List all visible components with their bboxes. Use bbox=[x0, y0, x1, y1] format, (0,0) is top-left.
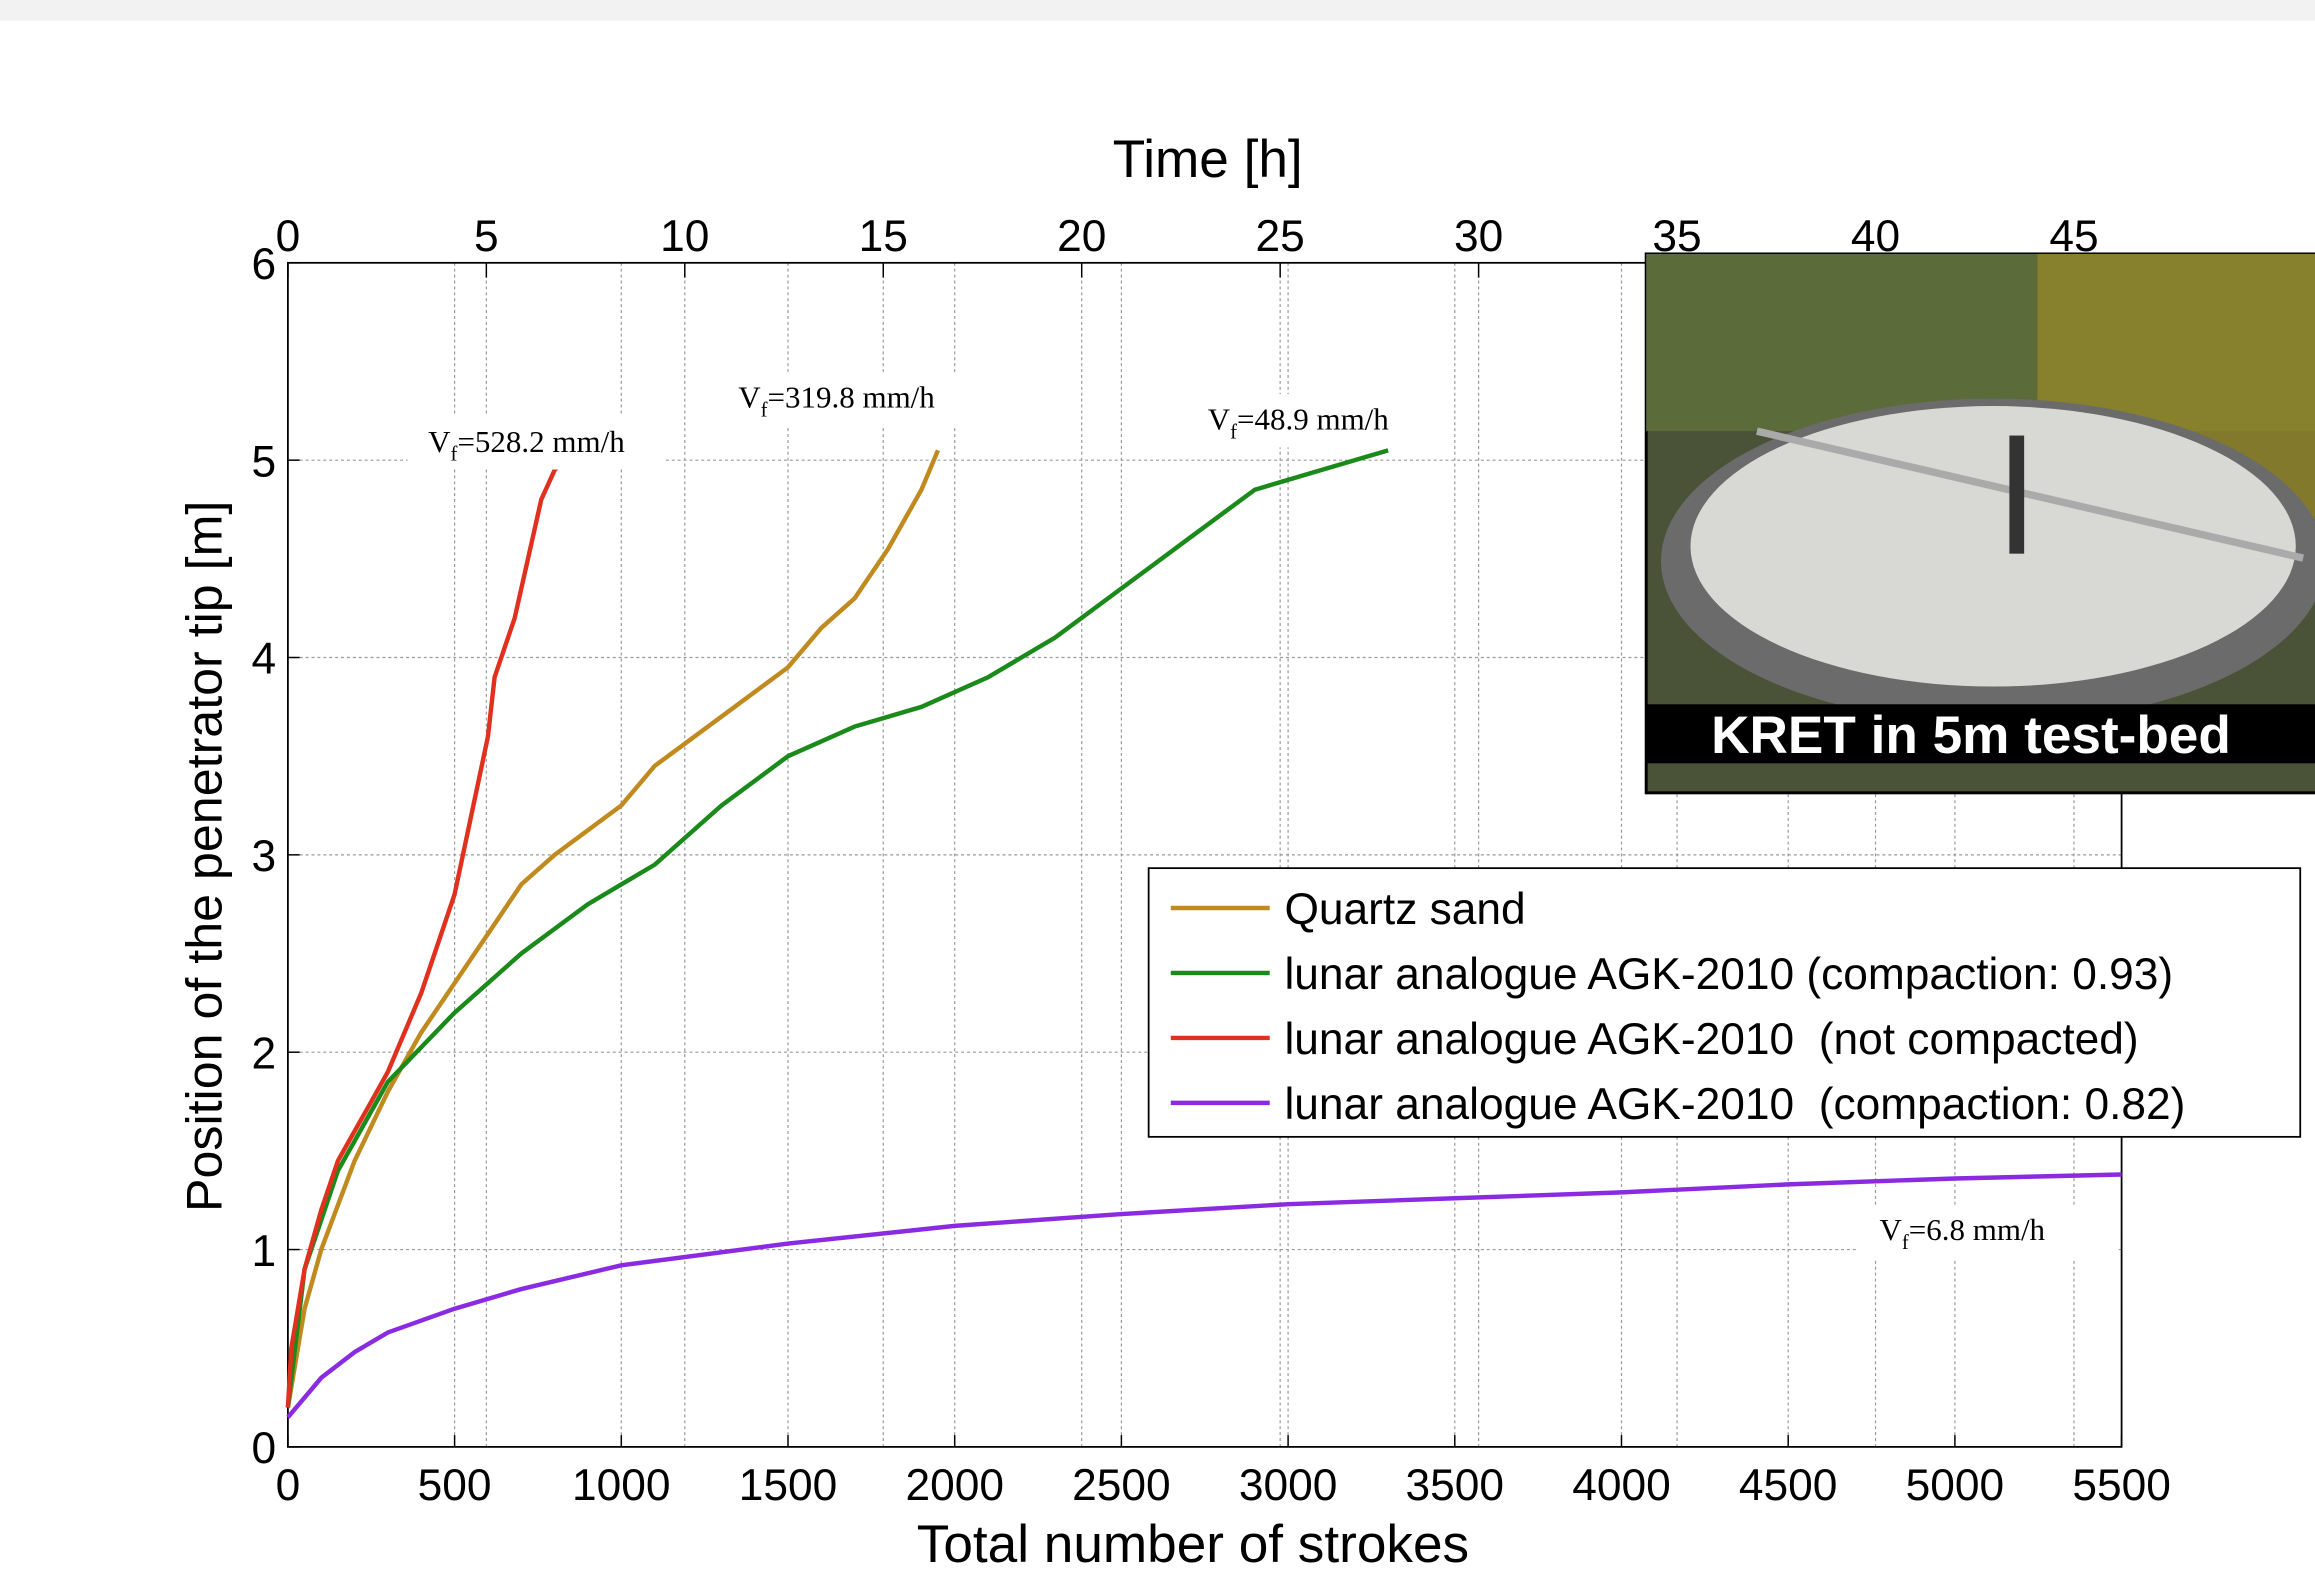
photo-probe bbox=[2009, 435, 2025, 554]
annotation-sub: f bbox=[1230, 422, 1237, 444]
plot-area: 0 500 1000 1500 2000 2500 3000 3500 4000 4500 5000… bbox=[251, 212, 2170, 1510]
annotation-base: V bbox=[428, 424, 451, 459]
y-tick-label: 5 bbox=[251, 437, 276, 486]
series-line bbox=[285, 448, 1389, 1408]
x-tick-label: 5500 bbox=[2072, 1461, 2171, 1510]
legend-label: lunar analogue AGK-2010 (not compacted) bbox=[1284, 1015, 2138, 1064]
legend: Quartz sand lunar analogue AGK-2010 (comp… bbox=[1147, 867, 2302, 1138]
inset-caption: KRET in 5m test-bed bbox=[1711, 706, 2231, 765]
x-tick-label: 3500 bbox=[1406, 1461, 1505, 1510]
annotation-base: V bbox=[738, 380, 761, 415]
y-tick-label: 4 bbox=[251, 635, 276, 684]
annotation-sub: f bbox=[761, 399, 768, 421]
x2-tick-label: 30 bbox=[1454, 212, 1503, 261]
inset-photo: KRET in 5m test-bed bbox=[1644, 252, 2315, 795]
x-tick-label: 0 bbox=[276, 1461, 301, 1510]
annotation-base: V bbox=[1208, 402, 1231, 437]
annotation-sub: f bbox=[1902, 1232, 1909, 1254]
x-tick-label: 1500 bbox=[739, 1461, 838, 1510]
x-tick-label: 2000 bbox=[905, 1461, 1004, 1510]
caption-band bbox=[1646, 704, 2315, 764]
annotation: Vf=528.2 mm/h bbox=[428, 424, 625, 466]
x-tick-label: 2500 bbox=[1072, 1461, 1171, 1510]
legend-box bbox=[1147, 867, 2302, 1138]
annotation-bg bbox=[1187, 394, 1446, 448]
y-tick-label: 6 bbox=[251, 240, 276, 289]
legend-label: Quartz sand bbox=[1284, 885, 1525, 934]
series-line bbox=[285, 449, 941, 1408]
x2-tick-label: 0 bbox=[276, 212, 301, 261]
annotation-text: =48.9 mm/h bbox=[1237, 402, 1389, 437]
x-tick-label: 3000 bbox=[1239, 1461, 1338, 1510]
series-line bbox=[285, 458, 567, 1408]
x-tick-label: 500 bbox=[418, 1461, 492, 1510]
annotation-base: V bbox=[1879, 1212, 1902, 1247]
series-line bbox=[286, 1172, 2122, 1419]
annotation-text: =319.8 mm/h bbox=[767, 380, 935, 415]
annotation-bg bbox=[407, 416, 666, 470]
axes-frame bbox=[287, 261, 2123, 1448]
x-axis-label: Total number of strokes bbox=[917, 1515, 1469, 1574]
photo-bar bbox=[1756, 427, 2305, 562]
x2-tick-label: 5 bbox=[474, 212, 499, 261]
x2-tick-label: 20 bbox=[1057, 212, 1106, 261]
annotation-sub: f bbox=[451, 444, 458, 466]
x2-axis-label: Time [h] bbox=[1113, 130, 1303, 189]
annotation-bg bbox=[1858, 1204, 2118, 1258]
annotation: Vf=319.8 mm/h bbox=[738, 380, 935, 422]
y-tick-label: 3 bbox=[251, 832, 276, 881]
annotation: Vf=6.8 mm/h bbox=[1879, 1212, 2045, 1254]
x2-tick-label: 15 bbox=[859, 212, 908, 261]
x2-tick-label: 10 bbox=[660, 212, 709, 261]
x-tick-label: 5000 bbox=[1906, 1461, 2005, 1510]
top-bar bbox=[0, 0, 2315, 21]
x-tick-label: 4500 bbox=[1739, 1461, 1838, 1510]
x-tick-label: 1000 bbox=[572, 1461, 671, 1510]
legend-label: lunar analogue AGK-2010 (compaction: 0.9… bbox=[1284, 950, 2173, 999]
photo-sand bbox=[1690, 406, 2296, 687]
annotation: Vf=48.9 mm/h bbox=[1208, 402, 1390, 444]
annotation-text: =6.8 mm/h bbox=[1909, 1212, 2046, 1247]
x2-tick-label: 25 bbox=[1256, 212, 1305, 261]
y-axis-label: Position of the penetrator tip [m] bbox=[176, 501, 232, 1212]
y-tick-label: 0 bbox=[251, 1424, 276, 1473]
annotation-text: =528.2 mm/h bbox=[457, 424, 625, 459]
annotation-bg bbox=[717, 372, 976, 426]
legend-label: lunar analogue AGK-2010 (compaction: 0.8… bbox=[1284, 1080, 2185, 1129]
x-tick-label: 4000 bbox=[1572, 1461, 1671, 1510]
y-tick-label: 1 bbox=[251, 1227, 276, 1276]
y-tick-label: 2 bbox=[251, 1029, 276, 1078]
